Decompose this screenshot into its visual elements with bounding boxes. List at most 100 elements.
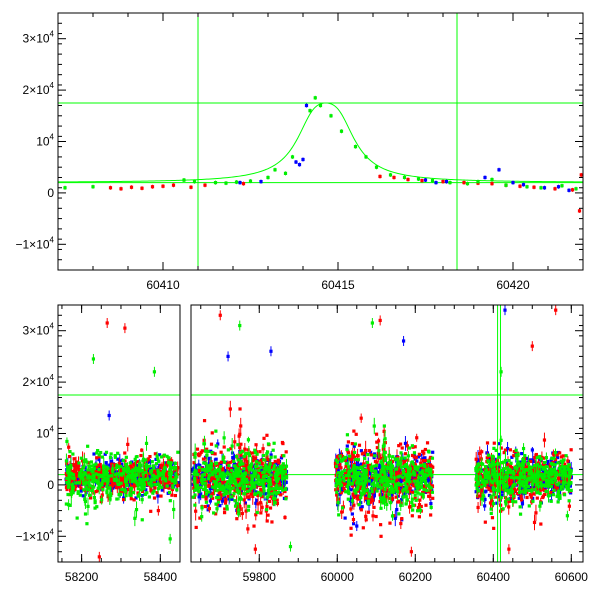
data-point-marker (353, 145, 358, 149)
data-point-red (123, 481, 127, 486)
data-point-marker (521, 183, 526, 187)
data-point-marker (259, 179, 263, 184)
data-point-marker (79, 456, 83, 460)
data-point-red (65, 474, 69, 478)
data-point-red (64, 485, 69, 489)
data-point-green (104, 450, 109, 454)
data-point-marker (148, 464, 152, 468)
data-point-marker (106, 477, 110, 481)
data-point-marker (99, 469, 103, 473)
data-point-green (78, 471, 82, 475)
data-point-red (224, 499, 228, 503)
data-point-marker (99, 474, 103, 479)
data-point-green (272, 467, 276, 471)
data-point-green (89, 460, 94, 464)
data-point-blue (192, 466, 196, 470)
data-point-red (203, 504, 208, 509)
data-point-marker (115, 479, 119, 483)
data-point-green (208, 469, 212, 473)
data-point-marker (222, 511, 227, 515)
data-point-marker (107, 474, 111, 478)
data-point-green (106, 479, 110, 487)
data-point-green (278, 486, 282, 490)
data-point-green (388, 172, 393, 177)
data-point-red (79, 486, 83, 490)
data-point-green (148, 464, 152, 468)
data-point-marker (265, 433, 269, 437)
data-point-blue (198, 480, 202, 484)
data-point-red (208, 479, 213, 483)
data-point-marker (96, 480, 100, 484)
data-point-marker (253, 450, 258, 455)
data-point-marker (70, 483, 75, 487)
data-point-marker (140, 448, 144, 452)
data-point-green (253, 469, 257, 473)
data-point-marker (144, 462, 148, 466)
data-point-green (144, 462, 148, 466)
data-point-marker (197, 489, 201, 494)
data-point-marker (266, 513, 270, 517)
data-point-marker (490, 182, 494, 186)
data-point-marker (168, 475, 172, 479)
data-point-red (283, 489, 287, 494)
data-point-marker (108, 477, 112, 482)
data-point-red (240, 507, 244, 520)
data-point-marker (239, 497, 243, 501)
data-point-marker (83, 458, 87, 462)
data-point-marker (267, 470, 271, 474)
data-point-marker (72, 476, 76, 480)
data-point-marker (281, 474, 286, 478)
data-point-green (196, 486, 200, 491)
data-point-marker (149, 478, 153, 482)
data-point-marker (553, 187, 557, 191)
data-point-green (192, 470, 197, 487)
data-point-green (66, 465, 70, 469)
data-point-marker (140, 498, 144, 502)
data-point-green (237, 483, 242, 488)
data-point-green (87, 473, 91, 491)
data-point-marker (161, 464, 166, 468)
data-point-marker (92, 476, 96, 480)
data-point-marker (280, 440, 285, 445)
data-point-marker (201, 487, 206, 491)
data-point-red (221, 468, 225, 472)
data-point-marker (228, 407, 232, 411)
data-point-green (203, 481, 207, 485)
data-point-green (131, 468, 135, 472)
data-point-marker (226, 471, 230, 475)
data-point-marker (149, 509, 153, 513)
data-point-marker (147, 495, 151, 499)
data-point-green (258, 493, 262, 497)
data-point-green (144, 436, 149, 451)
data-point-marker (224, 497, 228, 501)
data-point-marker (241, 469, 245, 473)
data-point-marker (71, 485, 75, 489)
data-point-marker (248, 179, 253, 183)
data-point-marker (259, 501, 263, 505)
data-point-marker (269, 470, 273, 475)
data-point-marker (203, 504, 208, 509)
data-point-red (218, 496, 223, 500)
data-point-marker (86, 504, 90, 509)
data-point-marker (239, 460, 243, 464)
data-point-marker (259, 511, 263, 515)
data-point-green (77, 474, 82, 478)
data-point-marker (142, 486, 146, 491)
data-point-green (252, 471, 256, 476)
data-point-green (169, 461, 173, 465)
data-point-marker (258, 493, 262, 497)
data-point-red (120, 478, 124, 482)
data-point-marker (129, 185, 134, 189)
data-point-marker (259, 487, 263, 492)
data-point-green (113, 478, 117, 482)
data-point-red (244, 503, 248, 519)
data-point-red (222, 445, 226, 449)
data-point-red (167, 486, 171, 490)
data-point-marker (129, 463, 133, 467)
data-point-blue (255, 498, 259, 503)
data-point-red (277, 461, 281, 465)
data-point-marker (99, 485, 104, 489)
data-point-red (159, 470, 163, 474)
data-point-red (241, 181, 246, 186)
data-point-marker (108, 456, 113, 460)
